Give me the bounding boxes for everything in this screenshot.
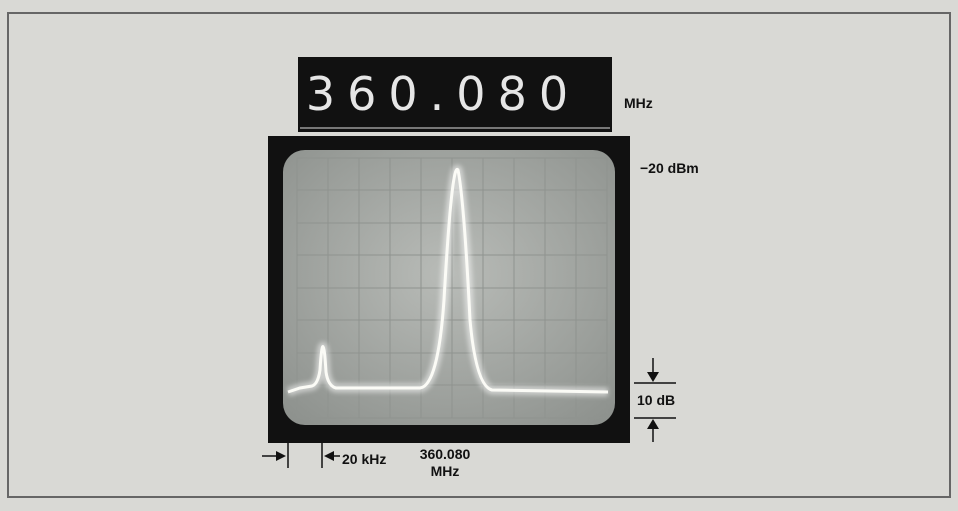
scale-label: 10 dB bbox=[637, 392, 675, 408]
center-unit: MHz bbox=[431, 463, 460, 479]
scale-arrowhead-bottom bbox=[647, 419, 659, 429]
frame bbox=[7, 12, 951, 498]
span-arrowhead-left bbox=[276, 451, 286, 461]
span-arrowhead-right bbox=[324, 451, 334, 461]
center-frequency: 360.080 bbox=[420, 446, 471, 462]
reference-level: −20 dBm bbox=[640, 160, 699, 176]
counter-unit: MHz bbox=[624, 95, 653, 111]
counter-reading: 360.080 bbox=[306, 67, 580, 121]
counter-display bbox=[298, 57, 612, 132]
span-label: 20 kHz bbox=[342, 451, 386, 467]
scale-arrowhead-top bbox=[647, 372, 659, 382]
graticule bbox=[296, 157, 608, 419]
trace bbox=[287, 167, 609, 394]
